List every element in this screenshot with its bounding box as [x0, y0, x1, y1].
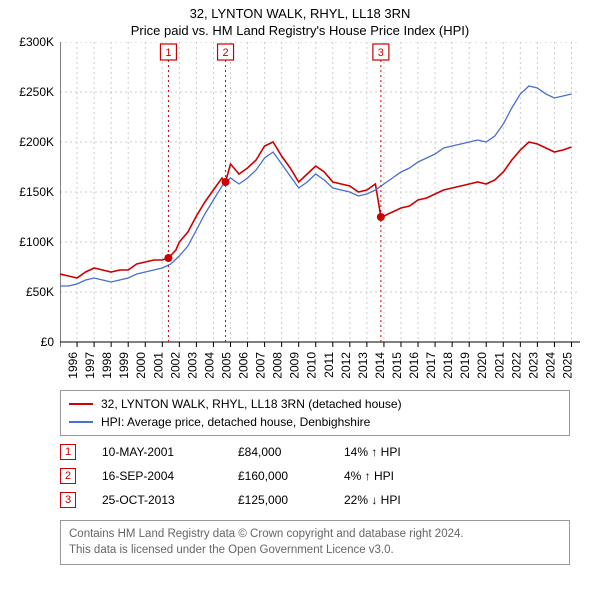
legend-label: HPI: Average price, detached house, Denb…: [101, 413, 370, 431]
svg-text:2023: 2023: [526, 352, 540, 379]
sale-price: £125,000: [238, 493, 318, 507]
chart-svg: 1995199619971998199920002001200220032004…: [60, 42, 580, 382]
sale-date: 10-MAY-2001: [102, 445, 212, 459]
sale-date: 16-SEP-2004: [102, 469, 212, 483]
svg-text:2008: 2008: [271, 352, 285, 379]
series-hpi: [60, 86, 572, 286]
svg-text:2022: 2022: [509, 352, 523, 379]
svg-text:3: 3: [378, 47, 384, 59]
svg-text:2013: 2013: [356, 352, 370, 379]
svg-text:2003: 2003: [185, 352, 199, 379]
legend-label: 32, LYNTON WALK, RHYL, LL18 3RN (detache…: [101, 395, 402, 413]
svg-text:1: 1: [165, 47, 171, 59]
svg-text:1996: 1996: [66, 352, 80, 379]
svg-text:2010: 2010: [305, 352, 319, 379]
svg-text:2: 2: [222, 47, 228, 59]
chart-area: 1995199619971998199920002001200220032004…: [10, 42, 590, 382]
svg-text:2024: 2024: [543, 352, 557, 379]
sale-row: 3 25-OCT-2013 £125,000 22% ↓ HPI: [60, 488, 570, 512]
svg-text:2001: 2001: [151, 352, 165, 379]
sale-price: £160,000: [238, 469, 318, 483]
y-tick-label: £0: [10, 335, 54, 349]
sale-delta: 22% ↓ HPI: [344, 493, 444, 507]
sales-table: 1 10-MAY-2001 £84,000 14% ↑ HPI 2 16-SEP-2004…: [60, 440, 570, 512]
title-subtitle: Price paid vs. HM Land Registry's House …: [0, 23, 600, 38]
sale-delta: 14% ↑ HPI: [344, 445, 444, 459]
svg-text:1998: 1998: [100, 352, 114, 379]
y-tick-label: £300K: [10, 35, 54, 49]
svg-text:2020: 2020: [475, 352, 489, 379]
sale-point-1: [164, 254, 172, 262]
y-tick-label: £150K: [10, 185, 54, 199]
svg-text:2011: 2011: [322, 352, 336, 378]
svg-text:1997: 1997: [83, 352, 97, 379]
legend-swatch: [69, 403, 93, 405]
svg-text:2000: 2000: [134, 352, 148, 379]
svg-text:2014: 2014: [373, 352, 387, 379]
svg-text:1999: 1999: [117, 352, 131, 379]
svg-text:2012: 2012: [339, 352, 353, 379]
sale-date: 25-OCT-2013: [102, 493, 212, 507]
svg-text:2007: 2007: [254, 352, 268, 379]
chart-container: 32, LYNTON WALK, RHYL, LL18 3RN Price pa…: [0, 6, 600, 596]
svg-text:2016: 2016: [407, 352, 421, 379]
y-tick-label: £100K: [10, 235, 54, 249]
y-tick-label: £50K: [10, 285, 54, 299]
sale-price: £84,000: [238, 445, 318, 459]
footer-line-1: Contains HM Land Registry data © Crown c…: [69, 527, 561, 543]
svg-text:1995: 1995: [60, 352, 63, 379]
legend-item: 32, LYNTON WALK, RHYL, LL18 3RN (detache…: [69, 395, 561, 413]
svg-text:2018: 2018: [441, 352, 455, 379]
svg-text:2017: 2017: [424, 352, 438, 379]
sale-marker-box: 2: [60, 468, 76, 484]
sale-marker-box: 3: [60, 492, 76, 508]
sale-row: 1 10-MAY-2001 £84,000 14% ↑ HPI: [60, 440, 570, 464]
sale-delta: 4% ↑ HPI: [344, 469, 444, 483]
svg-text:2015: 2015: [390, 352, 404, 379]
y-tick-label: £250K: [10, 85, 54, 99]
svg-text:2002: 2002: [168, 352, 182, 379]
footer-attribution: Contains HM Land Registry data © Crown c…: [60, 520, 570, 565]
svg-text:2004: 2004: [202, 352, 216, 379]
sale-point-3: [377, 213, 385, 221]
sale-marker-box: 1: [60, 444, 76, 460]
legend: 32, LYNTON WALK, RHYL, LL18 3RN (detache…: [60, 390, 570, 436]
footer-line-2: This data is licensed under the Open Gov…: [69, 543, 561, 559]
title-address: 32, LYNTON WALK, RHYL, LL18 3RN: [0, 6, 600, 21]
svg-text:2025: 2025: [560, 352, 574, 379]
svg-text:2021: 2021: [492, 352, 506, 379]
svg-text:2006: 2006: [237, 352, 251, 379]
y-tick-label: £200K: [10, 135, 54, 149]
svg-text:2005: 2005: [219, 352, 233, 379]
sale-row: 2 16-SEP-2004 £160,000 4% ↑ HPI: [60, 464, 570, 488]
sale-point-2: [222, 178, 230, 186]
legend-swatch: [69, 421, 93, 423]
svg-text:2009: 2009: [288, 352, 302, 379]
legend-item: HPI: Average price, detached house, Denb…: [69, 413, 561, 431]
svg-text:2019: 2019: [458, 352, 472, 379]
